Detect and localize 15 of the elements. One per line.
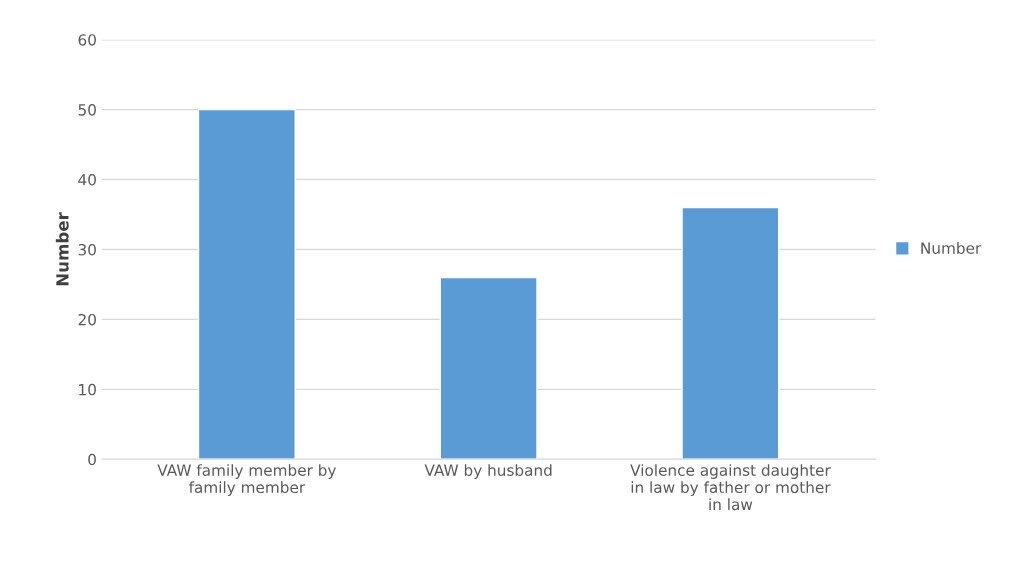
x-tick-label: Violence against daughter in law by father or mother in law [630,464,831,511]
y-axis-title: Number [55,212,69,286]
y-tick-label: 10 [79,383,96,396]
y-tick-label: 60 [78,34,96,46]
x-tick-label: VAW family member by family member [157,464,337,497]
y-tick-label: 20 [78,313,96,326]
y-tick-label: 30 [78,243,96,256]
y-tick-label: 0 [88,453,96,466]
y-tick-label: 40 [78,174,96,186]
bar [439,276,538,460]
bar [681,206,780,460]
legend-label: Number [921,242,982,254]
y-tick-label: 50 [78,104,96,116]
x-tick-label: VAW by husband [424,464,552,479]
bar [197,108,296,460]
